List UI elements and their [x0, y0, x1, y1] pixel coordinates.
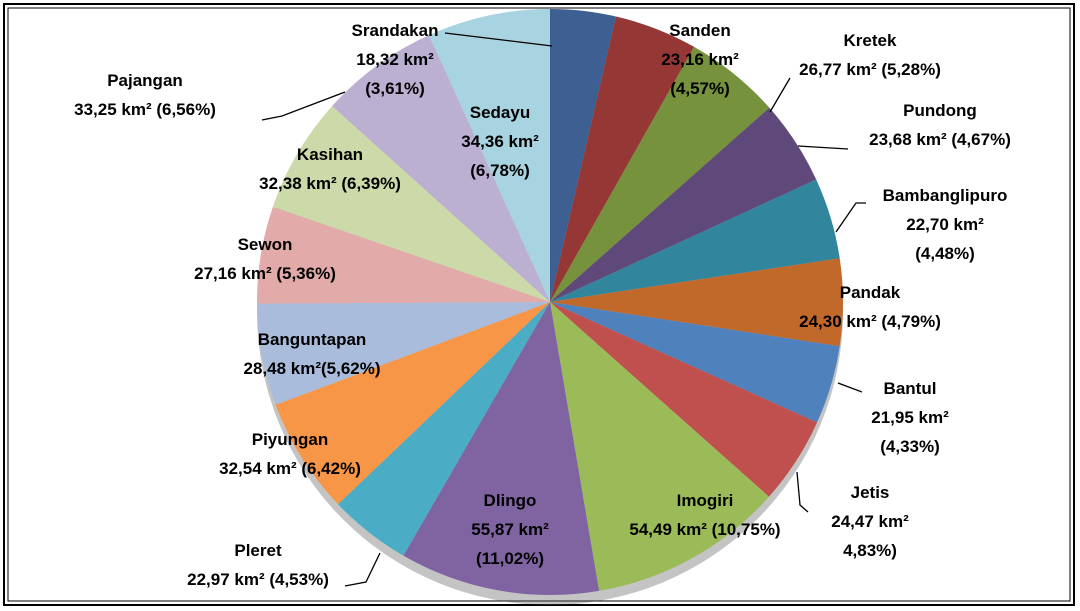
slice-value: 22,70 km² (4,48%) [906, 215, 984, 263]
slice-name: Pajangan [107, 71, 183, 90]
pie-slice [272, 106, 550, 302]
pie-slice [550, 302, 769, 591]
pie-slice [257, 302, 550, 405]
slice-name: Srandakan [351, 21, 439, 40]
slice-value: 28,48 km²(5,62%) [243, 359, 381, 378]
slice-name: Pandak [839, 283, 901, 302]
slice-value: 18,32 km² (3,61%) [356, 50, 434, 98]
data-label: Pundong 23,68 km² (4,67%) [869, 101, 1011, 149]
slice-value: 55,87 km² (11,02%) [471, 520, 549, 568]
slice-value: 23,16 km² (4,57%) [661, 50, 739, 98]
data-label: Banguntapan 28,48 km²(5,62%) [243, 330, 381, 378]
data-label: Bantul 21,95 km² (4,33%) [871, 379, 949, 456]
pie-slice [550, 302, 840, 423]
leader-line [769, 77, 791, 113]
slice-value: 27,16 km² (5,36%) [194, 264, 336, 283]
slice-value: 24,47 km² 4,83%) [831, 512, 909, 560]
leader-line [261, 91, 346, 121]
slice-name: Piyungan [251, 430, 329, 449]
pie-slice [550, 16, 695, 303]
pie-slice [337, 302, 550, 556]
slice-name: Banguntapan [257, 330, 367, 349]
slice-value: 22,97 km² (4,53%) [187, 570, 329, 589]
pie-slice [550, 258, 843, 347]
slice-value: 34,36 km² (6,78%) [461, 132, 539, 180]
leader-line [344, 552, 381, 587]
data-label: Piyungan 32,54 km² (6,42%) [219, 430, 361, 478]
pie-slice [332, 35, 550, 303]
data-label: Srandakan 18,32 km² (3,61%) [351, 21, 439, 98]
data-label: Pajangan 33,25 km² (6,56%) [74, 71, 216, 119]
pie-slice [550, 302, 818, 497]
data-label: Bambanglipuro 22,70 km² (4,48%) [882, 186, 1008, 263]
slice-name: Pleret [234, 541, 282, 560]
frame-inner [7, 7, 1071, 602]
data-label: Imogiri 54,49 km² (10,75%) [629, 491, 781, 539]
pie-slice [428, 8, 550, 302]
data-label: Kretek 26,77 km² (5,28%) [799, 31, 941, 79]
pie-slice [275, 302, 550, 505]
slice-name: Sedayu [469, 103, 531, 122]
data-label: Dlingo 55,87 km² (11,02%) [471, 491, 549, 568]
pie-slice [257, 206, 550, 304]
pie-slice [403, 302, 600, 595]
leader-line [835, 202, 866, 233]
slice-value: 21,95 km² (4,33%) [871, 408, 949, 456]
pie-slice [550, 9, 616, 302]
data-label: Sedayu 34,36 km² (6,78%) [461, 103, 539, 180]
slice-value: 26,77 km² (5,28%) [799, 60, 941, 79]
slice-name: Bantul [883, 379, 937, 398]
slice-name: Dlingo [483, 491, 537, 510]
leader-line [796, 471, 809, 513]
data-label: Sanden 23,16 km² (4,57%) [661, 21, 739, 98]
pie-slice [550, 46, 770, 302]
data-label: Pleret 22,97 km² (4,53%) [187, 541, 329, 589]
slice-name: Bambanglipuro [882, 186, 1008, 205]
slice-value: 32,54 km² (6,42%) [219, 459, 361, 478]
slice-name: Sewon [237, 235, 293, 254]
leader-line [797, 145, 849, 150]
slice-name: Kasihan [296, 145, 364, 164]
slice-value: 54,49 km² (10,75%) [629, 520, 781, 539]
slice-name: Pundong [903, 101, 977, 120]
pie-slice [550, 179, 840, 302]
data-label: Kasihan 32,38 km² (6,39%) [259, 145, 401, 193]
leader-line [444, 32, 553, 47]
data-label: Jetis 24,47 km² 4,83%) [831, 483, 909, 560]
leader-line [837, 382, 863, 393]
slice-value: 32,38 km² (6,39%) [259, 174, 401, 193]
data-label: Pandak 24,30 km² (4,79%) [799, 283, 941, 331]
pie-slice [550, 107, 817, 302]
slice-value: 24,30 km² (4,79%) [799, 312, 941, 331]
frame [3, 3, 1075, 606]
slice-name: Kretek [843, 31, 897, 50]
slice-value: 23,68 km² (4,67%) [869, 130, 1011, 149]
slice-name: Jetis [850, 483, 890, 502]
slice-name: Imogiri [676, 491, 734, 510]
data-label: Sewon 27,16 km² (5,36%) [194, 235, 336, 283]
slice-name: Sanden [669, 21, 731, 40]
slice-value: 33,25 km² (6,56%) [74, 100, 216, 119]
